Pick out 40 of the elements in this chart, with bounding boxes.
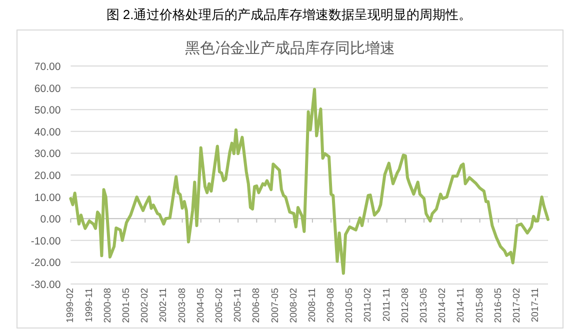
x-tick-label: 2007-05 <box>270 288 281 323</box>
x-tick-label: 2014-02 <box>437 288 448 323</box>
x-tick-label: 2011-11 <box>381 288 392 322</box>
x-tick-label: 2006-08 <box>251 288 262 323</box>
x-tick-label: 2005-02 <box>214 288 225 323</box>
y-tick-label: 30.00 <box>34 148 61 160</box>
line-series <box>69 88 550 275</box>
x-tick-label: 2001-05 <box>120 288 132 323</box>
x-tick-label: 1999-11 <box>84 288 95 322</box>
x-tick-label: 1999-02 <box>65 288 76 323</box>
x-tick-label: 2017-02 <box>512 288 523 323</box>
x-tick-label: 2004-05 <box>195 288 206 323</box>
x-tick-label: 2014-11 <box>456 288 467 322</box>
chart-subtitle: 黑色冶金业产成品库存同比增速 <box>185 40 395 57</box>
x-tick-label: 2000-08 <box>102 288 114 323</box>
x-tick-label: 2016-05 <box>492 288 504 323</box>
x-tick-label: 2012-08 <box>400 288 411 323</box>
x-tick-label: 2005-11 <box>232 288 244 322</box>
y-tick-label: 50.00 <box>34 104 61 117</box>
y-tick-label: -20.00 <box>30 257 61 270</box>
y-tick-label: 60.00 <box>34 82 61 95</box>
x-tick-label: 2009-08 <box>326 288 337 323</box>
y-tick-label: -30.00 <box>30 279 61 291</box>
y-tick-label: 10.00 <box>34 192 61 204</box>
x-tick-label: 2002-11 <box>158 288 170 322</box>
x-tick-label: 2008-11 <box>306 288 318 322</box>
x-tick-label: 2013-05 <box>418 288 430 323</box>
x-tick-label: 2015-08 <box>474 288 486 323</box>
chart-title: 图 2.通过价格处理后的产成品库存增速数据呈现明显的周期性。 <box>106 7 472 22</box>
y-tick-label: 0.00 <box>40 214 61 226</box>
x-tick-label: 2011-02 <box>362 288 374 322</box>
y-tick-label: 70.00 <box>34 61 61 73</box>
x-tick-label: 2003-08 <box>176 288 188 323</box>
y-tick-label: 40.00 <box>34 126 61 138</box>
x-tick-label: 2010-05 <box>344 288 356 323</box>
y-tick-label: 20.00 <box>34 170 61 182</box>
x-tick-label: 2008-02 <box>288 288 300 323</box>
x-tick-label: 2002-02 <box>140 288 151 323</box>
x-tick-label: 2017-11 <box>530 288 542 322</box>
y-tick-label: -10.00 <box>30 235 61 248</box>
